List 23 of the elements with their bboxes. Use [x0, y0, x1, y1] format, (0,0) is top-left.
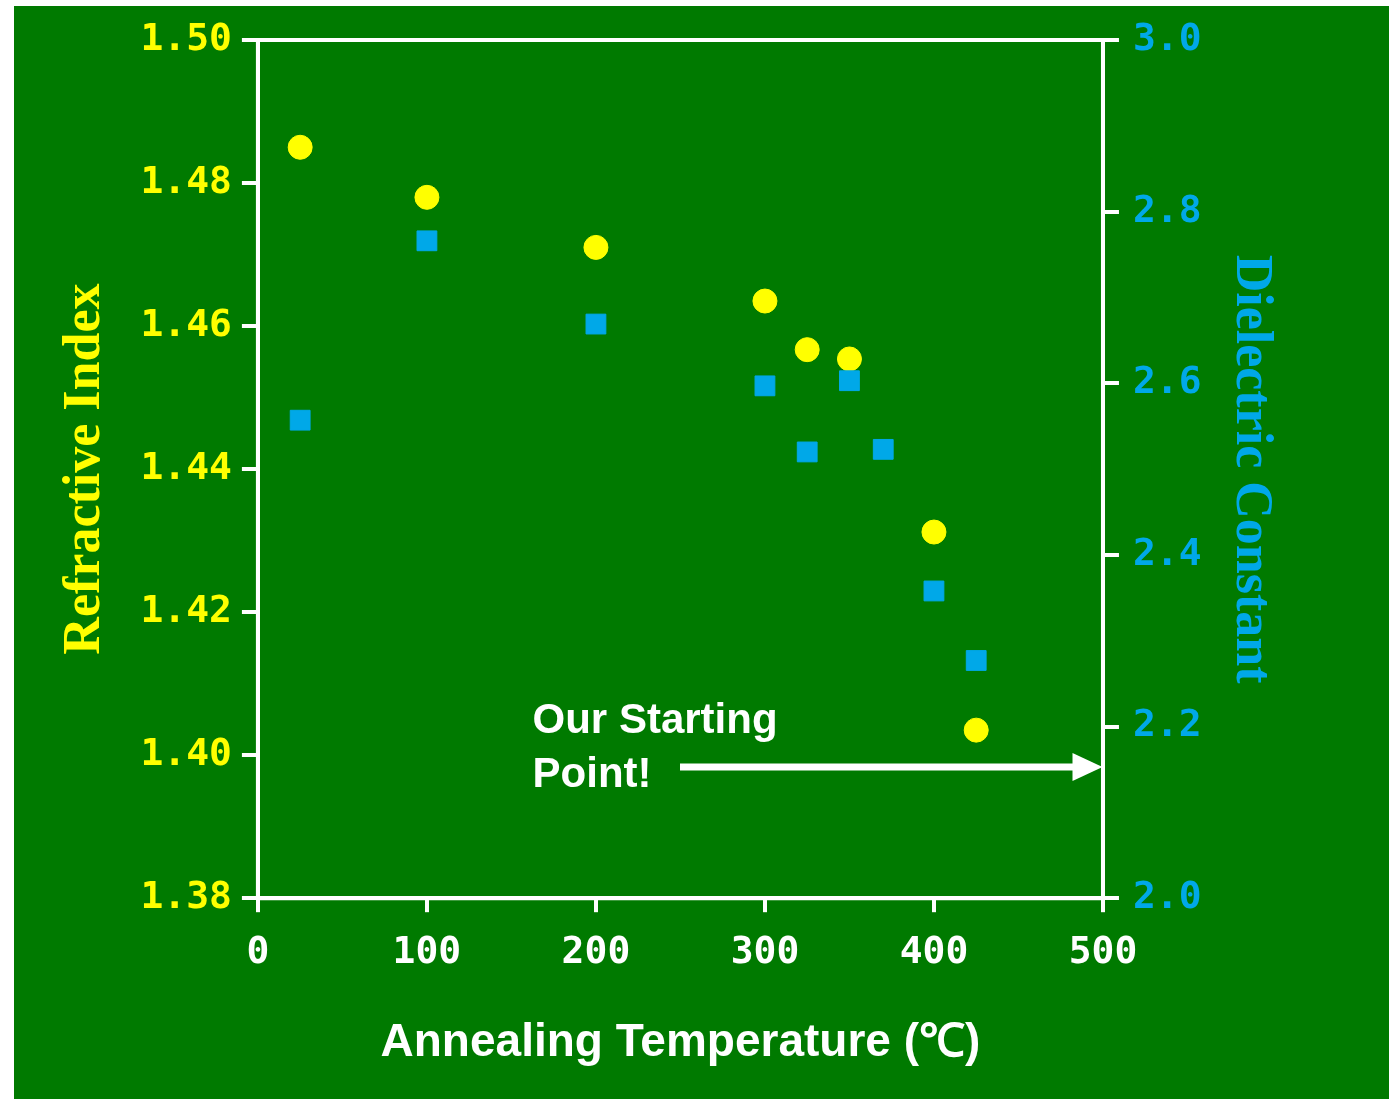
y2-axis-title: Dielectric Constant [1226, 254, 1284, 685]
y-tick-label: 1.40 [140, 730, 232, 775]
y2-tick-label: 2.6 [1132, 358, 1202, 403]
y2-tick-label: 2.2 [1132, 701, 1202, 746]
y2-tick-label: 2.0 [1132, 873, 1202, 918]
x-tick-label: 0 [246, 927, 270, 972]
y-tick-label: 1.42 [140, 587, 232, 632]
y2-tick-label: 2.4 [1132, 529, 1202, 574]
y-tick-label: 1.50 [140, 14, 232, 59]
y-tick-label: 1.38 [140, 873, 232, 918]
y-axis-title: Refractive Index [52, 283, 110, 655]
x-axis-title: Annealing Temperature (℃) [380, 1014, 981, 1067]
annotation: Our Starting Point! [532, 694, 779, 799]
x-tick-label: 100 [392, 927, 462, 972]
y-tick-label: 1.44 [140, 443, 232, 488]
x-tick-label: 400 [899, 927, 969, 972]
y-tick-label: 1.46 [140, 300, 232, 345]
y2-tick-label: 3.0 [1132, 14, 1202, 59]
x-tick-label: 500 [1068, 927, 1138, 972]
y-tick-label: 1.48 [140, 157, 232, 202]
x-tick-label: 200 [561, 927, 631, 972]
y2-tick-label: 2.8 [1132, 186, 1202, 231]
x-tick-label: 300 [730, 927, 800, 972]
